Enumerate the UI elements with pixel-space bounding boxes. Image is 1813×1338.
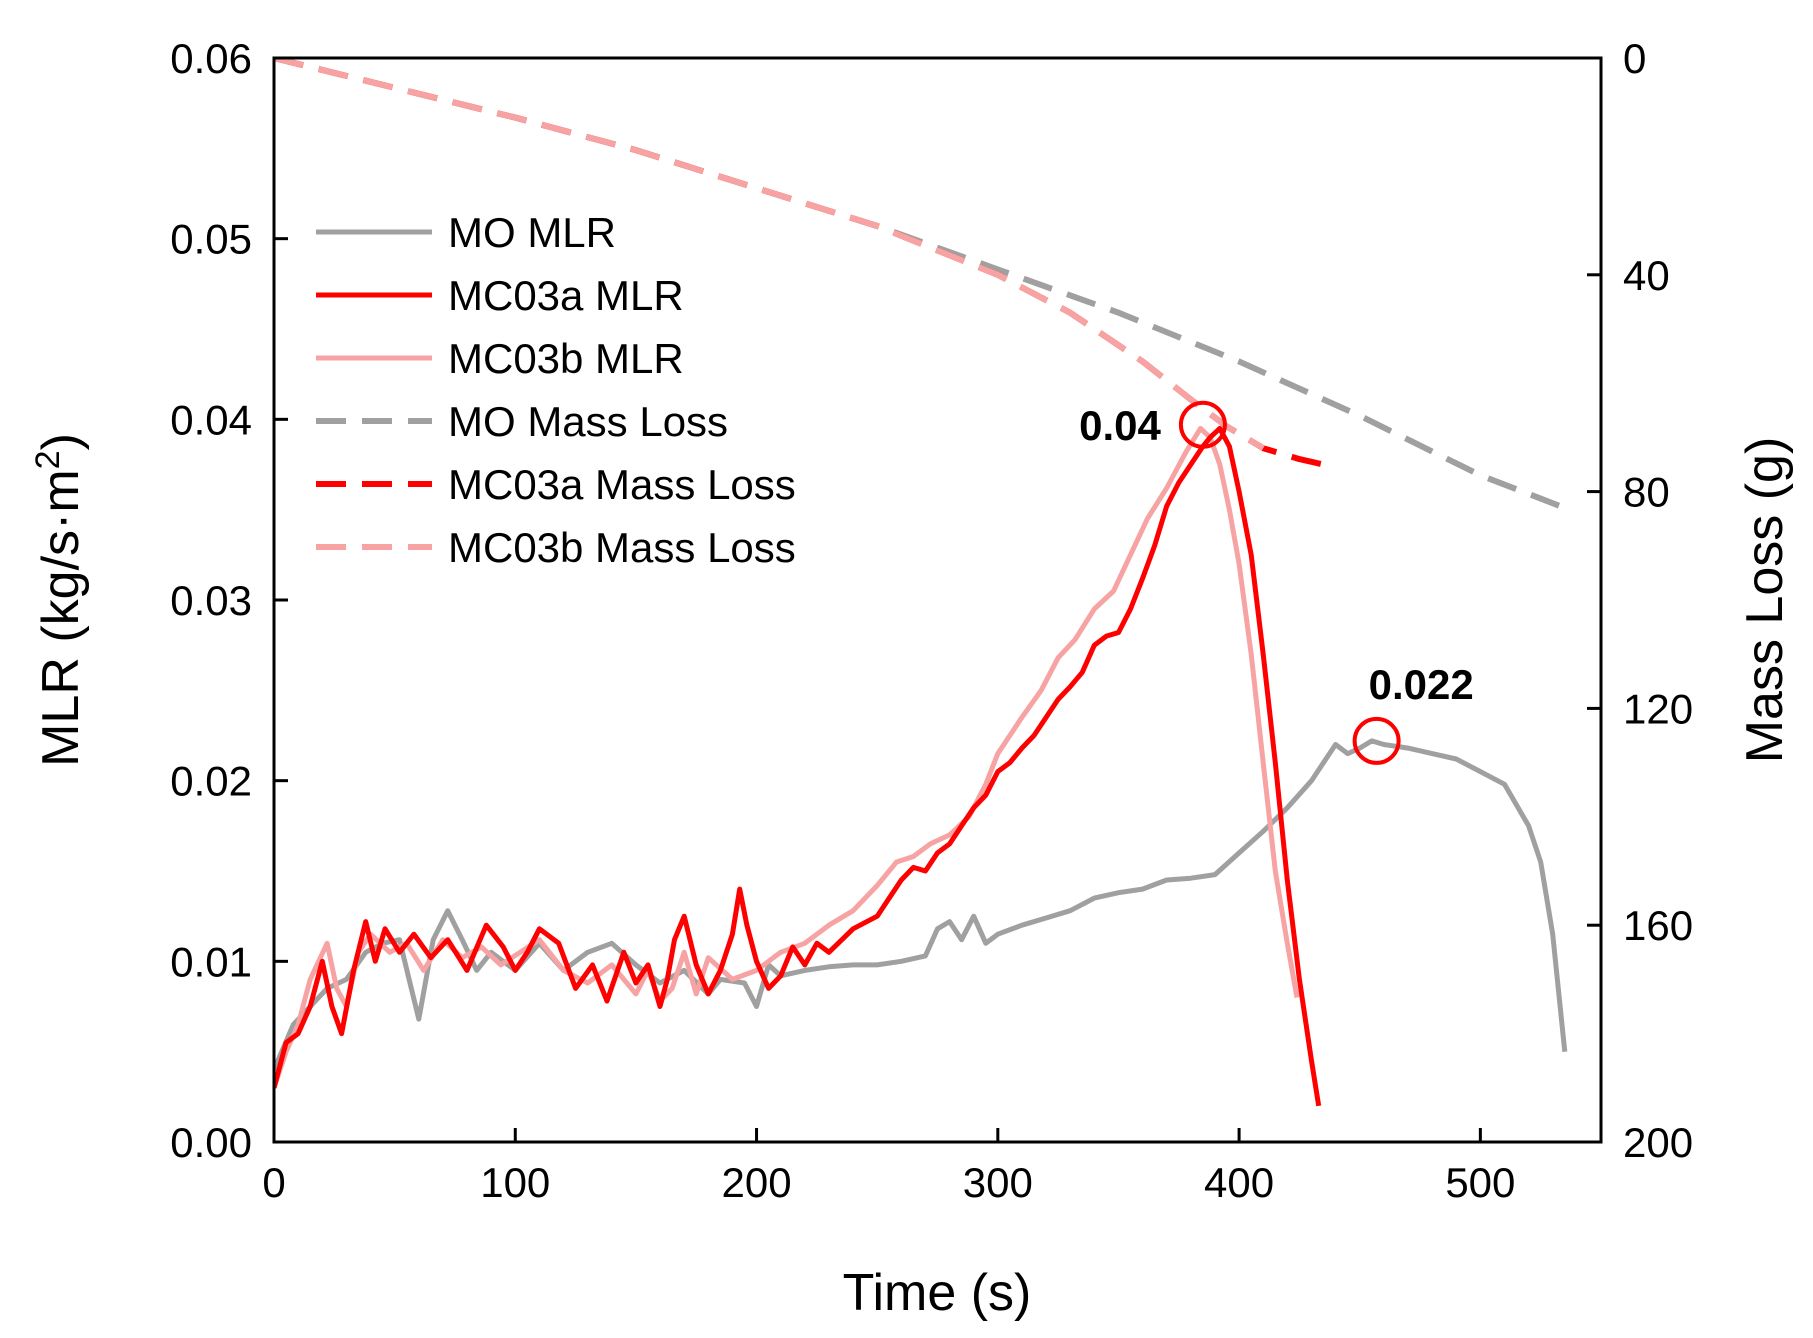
- legend-label: MO MLR: [448, 209, 616, 256]
- x-tick-label: 500: [1445, 1159, 1515, 1206]
- y-left-tick-label: 0.03: [170, 577, 252, 624]
- series-line-mc03b-mlr: [274, 425, 1300, 1089]
- y-axis-left-title-sup: 2: [29, 450, 67, 469]
- y-left-tick-label: 0.01: [170, 938, 252, 985]
- annotations: 0.04 0.022: [1079, 400, 1474, 765]
- x-tick-label: 200: [722, 1159, 792, 1206]
- y-right-tick-label: 160: [1623, 902, 1693, 949]
- series-line-mo-mlr: [274, 738, 1568, 1071]
- x-axis: 0 100 200 300 400 500: [262, 1128, 1515, 1206]
- y-right-tick-label: 40: [1623, 252, 1670, 299]
- legend-label: MC03b Mass Loss: [448, 524, 796, 571]
- y-axis-left-title-end: ): [32, 433, 90, 450]
- y-axis-left-title-main: MLR (kg/s·m: [32, 469, 90, 767]
- y-right-tick-label: 120: [1623, 685, 1693, 732]
- y-axis-right: 0 40 80 120 160 200: [1587, 35, 1693, 1166]
- x-tick-label: 400: [1204, 1159, 1274, 1206]
- legend: MO MLR MC03a MLR MC03b MLR MO Mass Loss MC03…: [316, 209, 796, 571]
- annotation-label: 0.04: [1079, 402, 1161, 449]
- y-right-tick-label: 80: [1623, 469, 1670, 516]
- legend-label: MC03b MLR: [448, 335, 684, 382]
- annotation-label: 0.022: [1369, 661, 1474, 708]
- legend-label: MC03a Mass Loss: [448, 461, 796, 508]
- y-left-tick-label: 0.02: [170, 758, 252, 805]
- series-line-mc03a-mass-loss: [274, 58, 1325, 468]
- annotation-marker: [1352, 716, 1401, 765]
- y-right-tick-label: 0: [1623, 35, 1646, 82]
- y-left-tick-label: 0.05: [170, 216, 252, 263]
- x-tick-label: 300: [963, 1159, 1033, 1206]
- x-tick-label: 100: [480, 1159, 550, 1206]
- y-left-tick-label: 0.04: [170, 396, 252, 443]
- legend-label: MO Mass Loss: [448, 398, 728, 445]
- x-tick-label: 0: [262, 1159, 285, 1206]
- series-line-mc03b-mass-loss: [274, 58, 1265, 451]
- y-axis-left-title: MLR (kg/s·m2): [29, 433, 90, 767]
- annotation-marker: [1178, 400, 1227, 449]
- y-left-tick-label: 0.06: [170, 35, 252, 82]
- y-left-tick-label: 0.00: [170, 1119, 252, 1166]
- y-axis-right-title: Mass Loss (g): [1736, 437, 1794, 764]
- series-line-mc03a-mlr: [274, 425, 1322, 1107]
- y-right-tick-label: 200: [1623, 1119, 1693, 1166]
- x-axis-title: Time (s): [843, 1264, 1032, 1322]
- legend-label: MC03a MLR: [448, 272, 684, 319]
- y-axis-left: 0.00 0.01 0.02 0.03 0.04 0.05 0.06: [170, 35, 288, 1166]
